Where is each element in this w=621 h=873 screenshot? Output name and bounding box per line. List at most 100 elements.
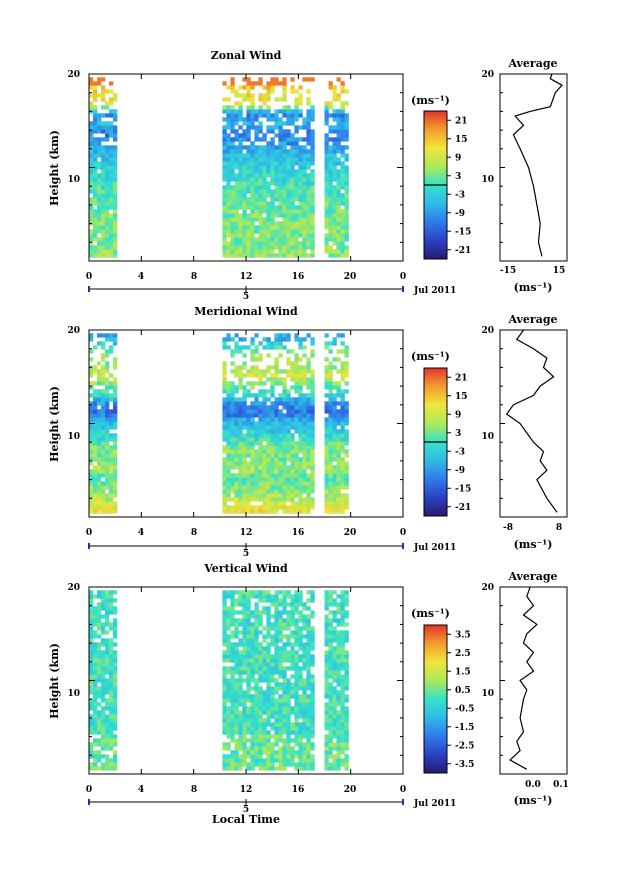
heatmap-cell [262, 381, 267, 386]
heatmap-cell [89, 169, 94, 174]
heatmap-cell [222, 117, 227, 122]
heatmap-cell [234, 694, 239, 699]
heatmap-cell [89, 658, 94, 663]
heatmap-cell [246, 658, 251, 663]
heatmap-cell [298, 173, 303, 178]
heatmap-cell [89, 141, 94, 146]
heatmap-cell [274, 477, 279, 482]
heatmap-cell [278, 205, 283, 210]
heatmap-cell [278, 397, 283, 402]
heatmap-cell [328, 221, 333, 226]
heatmap-cell [242, 137, 247, 142]
heatmap-cell [89, 161, 94, 166]
heatmap-cell [105, 497, 110, 502]
heatmap-cell [101, 594, 106, 599]
heatmap-cell [340, 598, 345, 603]
heatmap-cell [340, 249, 345, 254]
heatmap-cell [113, 225, 118, 230]
heatmap-cell [274, 469, 279, 474]
heatmap-cell [282, 345, 287, 350]
heatmap-cell [242, 365, 247, 370]
heatmap-cell [328, 365, 333, 370]
heatmap-cell [226, 397, 231, 402]
heatmap-cell [336, 682, 341, 687]
heatmap-cell [230, 201, 235, 206]
heatmap-cell [310, 201, 315, 206]
heatmap-cell [286, 129, 291, 134]
heatmap-cell [270, 437, 275, 442]
heatmap-cell [344, 758, 349, 763]
heatmap-cell [226, 590, 231, 595]
heatmap-cell [113, 237, 118, 242]
heatmap-cell [97, 501, 102, 506]
heatmap-cell [246, 441, 251, 446]
heatmap-cell [230, 590, 235, 595]
heatmap-cell [250, 453, 255, 458]
heatmap-cell [270, 594, 275, 599]
heatmap-cell [230, 457, 235, 462]
heatmap-cell [238, 225, 243, 230]
heatmap-cell [274, 81, 279, 86]
heatmap-cell [270, 453, 275, 458]
heatmap-cell [336, 678, 341, 683]
heatmap-cell [294, 381, 299, 386]
day-axis: 5 Jul 2011 [88, 543, 456, 559]
heatmap-cell [113, 465, 118, 470]
heatmap-cell [306, 766, 311, 771]
heatmap-cell [332, 485, 337, 490]
heatmap-cell [340, 133, 345, 138]
heatmap-cell [258, 630, 263, 635]
heatmap-cell [328, 686, 333, 691]
heatmap-cell [97, 361, 102, 366]
heatmap-cell [230, 473, 235, 478]
heatmap-cell [101, 373, 106, 378]
heatmap-cell [101, 746, 106, 751]
heatmap-cell [290, 654, 295, 659]
heatmap-cell [238, 249, 243, 254]
heatmap-cell [246, 622, 251, 627]
heatmap-cell [294, 441, 299, 446]
heatmap-cell [290, 758, 295, 763]
heatmap-cell [242, 626, 247, 631]
heatmap-cell [302, 337, 307, 342]
heatmap-cell [226, 97, 231, 102]
heatmap-cell [258, 714, 263, 719]
heatmap-cell [238, 197, 243, 202]
heatmap-cell [246, 89, 251, 94]
heatmap-cell [113, 682, 118, 687]
heatmap-cell [310, 457, 315, 462]
heatmap-cell [290, 397, 295, 402]
heatmap-cell [274, 622, 279, 627]
heatmap-cell [310, 189, 315, 194]
heatmap-cell [332, 429, 337, 434]
heatmap-cell [282, 493, 287, 498]
panel-meridional: Meridional Wind 20 10 Height (km) 0 4 8 … [48, 305, 568, 559]
heatmap-cell [254, 509, 259, 514]
heatmap-cell [302, 698, 307, 703]
heatmap-cell [286, 722, 291, 727]
heatmap-cell [306, 710, 311, 715]
heatmap-cell [226, 405, 231, 410]
heatmap-cell [230, 89, 235, 94]
heatmap-cell [93, 233, 98, 238]
heatmap-cell [262, 626, 267, 631]
heatmap-cell [270, 401, 275, 406]
y-tick-label: 10 [67, 175, 80, 185]
heatmap-cell [328, 493, 333, 498]
heatmap-cell [226, 642, 231, 647]
heatmap-cell [344, 686, 349, 691]
heatmap-cell [226, 690, 231, 695]
heatmap-cell [266, 441, 271, 446]
heatmap-cell [310, 758, 315, 763]
heatmap-cell [113, 670, 118, 675]
heatmap-cell [89, 229, 94, 234]
heatmap-cell [344, 742, 349, 747]
heatmap-cell [250, 341, 255, 346]
heatmap-cell [238, 505, 243, 510]
heatmap-cell [274, 714, 279, 719]
heatmap-cell [274, 750, 279, 755]
heatmap-cell [278, 229, 283, 234]
heatmap-cell [310, 389, 315, 394]
heatmap-cell [89, 638, 94, 643]
heatmap-cell [226, 489, 231, 494]
